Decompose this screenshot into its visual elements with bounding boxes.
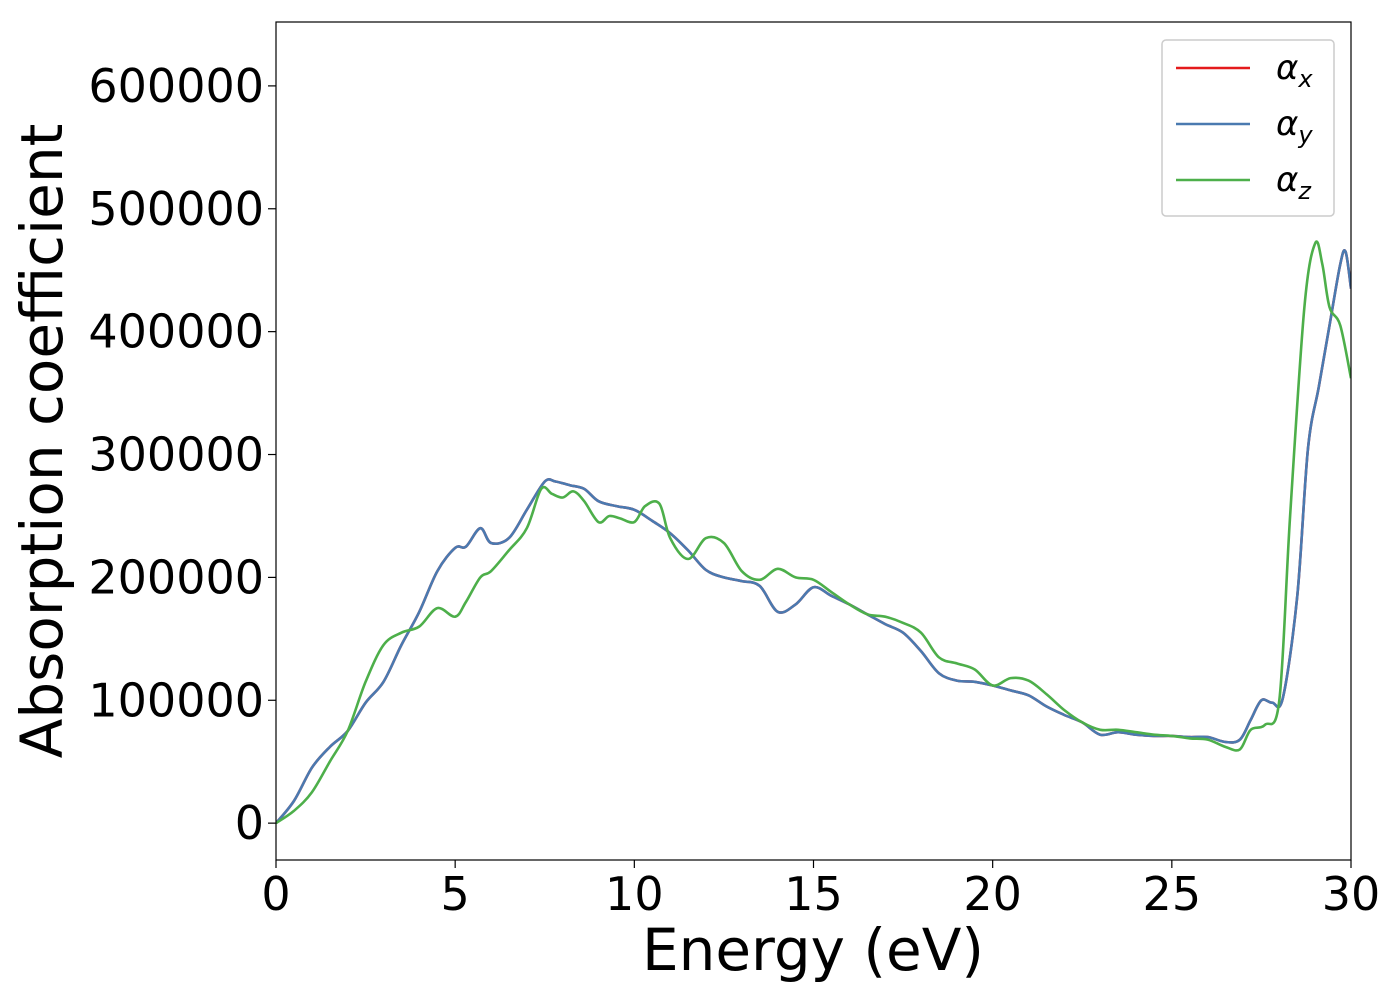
x-axis-title: Energy (eV) xyxy=(642,916,984,984)
x-tick-label: 15 xyxy=(784,867,843,921)
x-tick-label: 10 xyxy=(605,867,664,921)
legend-box xyxy=(1161,39,1335,217)
y-tick-label: 300000 xyxy=(88,428,264,482)
y-tick-label: 200000 xyxy=(88,550,264,604)
y-tick-label: 0 xyxy=(235,796,264,850)
x-tick-label: 20 xyxy=(963,867,1022,921)
x-axis: 0 5 10 15 20 25 30 xyxy=(261,860,1380,921)
legend-label-z: αz xyxy=(1276,160,1312,205)
y-tick-label: 400000 xyxy=(88,305,264,359)
series-layer xyxy=(276,240,1351,825)
x-tick-label: 25 xyxy=(1143,867,1202,921)
y-tick-label: 100000 xyxy=(88,673,264,727)
x-tick-label: 0 xyxy=(261,867,290,921)
x-tick-label: 30 xyxy=(1322,867,1381,921)
series-line-z xyxy=(276,240,1351,825)
y-tick-label: 600000 xyxy=(88,59,264,113)
x-tick-label: 5 xyxy=(441,867,470,921)
y-axis-title: Absorption coefficient xyxy=(8,124,76,759)
y-tick-label: 500000 xyxy=(88,182,264,236)
y-axis: 0 100000 200000 300000 400000 500000 600000 xyxy=(88,59,276,850)
